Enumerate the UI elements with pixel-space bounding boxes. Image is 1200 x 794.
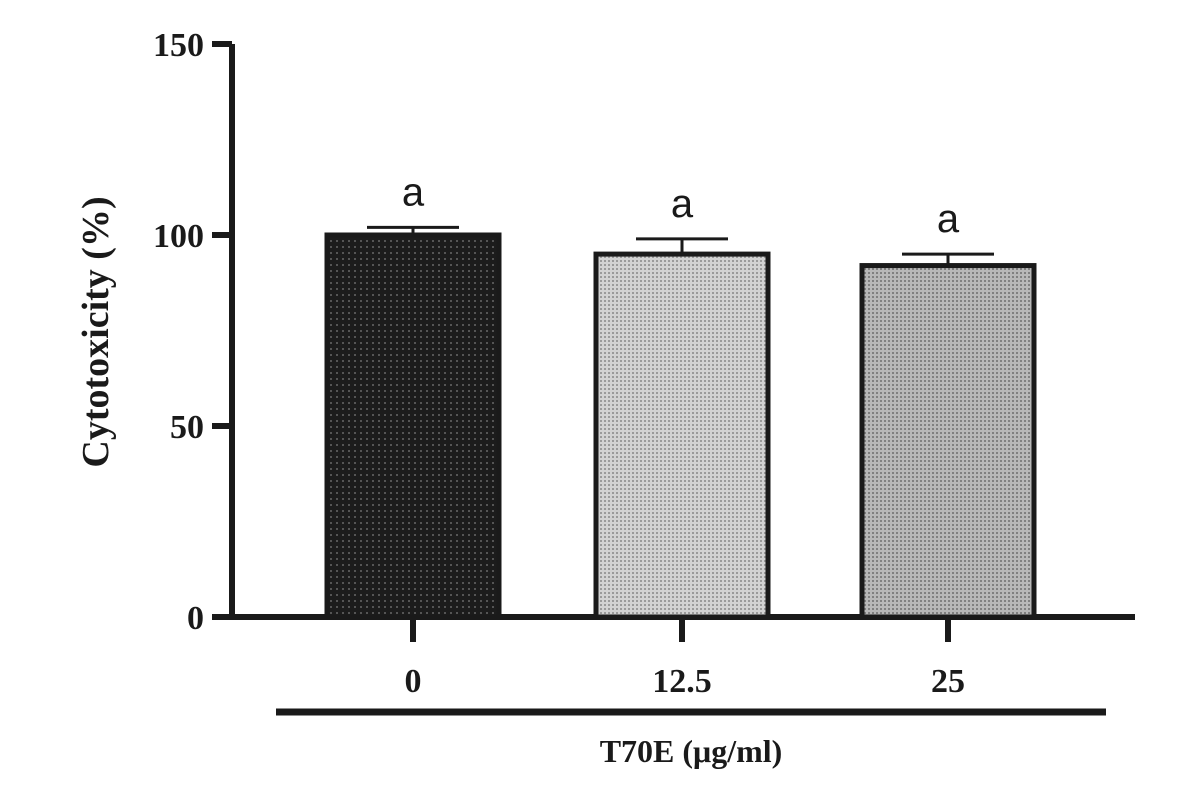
y-ticks: 0 50 100 150 (153, 27, 232, 637)
bar (859, 263, 1037, 620)
x-axis-label: T70E (μg/ml) (600, 733, 783, 769)
x-tick-label: 12.5 (652, 663, 712, 700)
x-categories: 0 12.5 25 (405, 617, 965, 700)
y-tick-label: 50 (170, 409, 204, 446)
y-tick-label: 150 (153, 27, 204, 64)
significance-label: a (937, 197, 960, 241)
x-tick-label: 0 (405, 663, 422, 700)
y-axis-label: Cytotoxicity (%) (75, 196, 117, 467)
y-tick-label: 0 (187, 600, 204, 637)
bar (593, 251, 771, 620)
x-tick-label: 25 (931, 663, 965, 700)
significance-label: a (402, 170, 425, 214)
significance-label: a (671, 182, 694, 226)
bar (324, 232, 502, 620)
y-tick-label: 100 (153, 218, 204, 255)
